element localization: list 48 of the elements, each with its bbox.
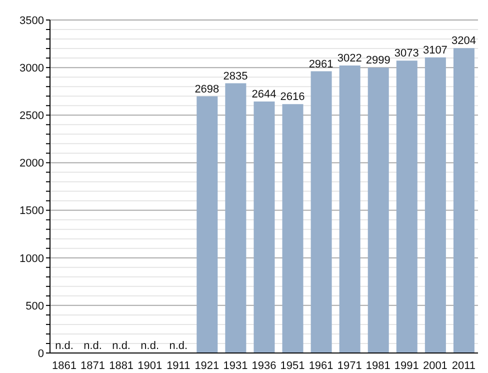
x-tick-label: 1871: [80, 360, 106, 372]
x-tick-label: 2001: [422, 360, 448, 372]
data-label: 3107: [422, 44, 448, 56]
y-tick-label: 500: [26, 300, 44, 312]
bar: [453, 48, 474, 353]
bar: [254, 101, 275, 353]
x-tick-label: 1861: [52, 360, 77, 372]
data-label: 3022: [337, 52, 362, 64]
x-tick-label: 1881: [109, 360, 134, 372]
y-tick-label: 3500: [20, 14, 44, 27]
x-tick-label: 1961: [308, 360, 334, 372]
text: n.d.: [140, 340, 160, 352]
text: n.d.: [84, 340, 102, 352]
data-label: 2616: [280, 91, 305, 104]
bar: [225, 83, 246, 353]
x-tick-label: 2011: [452, 360, 476, 372]
y-tick-label: 2000: [20, 158, 44, 170]
y-tick-label: 2500: [20, 110, 44, 122]
data-label: 3073: [394, 48, 419, 60]
data-label: 2698: [194, 83, 220, 96]
y-tick-label: 0: [38, 348, 44, 360]
x-tick-label: 1981: [366, 360, 390, 372]
x-tick-label: 1911: [166, 360, 190, 372]
bar: [424, 57, 446, 353]
text: n.d.: [169, 340, 188, 352]
x-tick-label: 1991: [394, 360, 419, 372]
data-label: 2961: [308, 58, 334, 70]
x-tick-label: 1936: [252, 360, 276, 372]
x-tick-label: 1901: [138, 360, 162, 372]
bar: [310, 71, 332, 353]
bar: [396, 60, 418, 353]
x-tick-label: 1971: [337, 360, 362, 372]
bar: [339, 65, 360, 353]
bar: [368, 68, 389, 353]
data-label: 2644: [252, 88, 276, 100]
y-tick-label: 1500: [20, 205, 44, 218]
data-label: 3204: [451, 35, 476, 48]
text: n.d.: [112, 340, 131, 352]
y-tick-label: 3000: [20, 62, 44, 74]
data-label: 2999: [366, 54, 390, 67]
bar: [282, 104, 304, 353]
x-tick-label: 1921: [194, 360, 220, 372]
x-tick-label: 1951: [280, 360, 305, 372]
y-tick-label: 1000: [20, 252, 44, 265]
x-tick-label: 1931: [223, 360, 248, 372]
data-label: 2835: [223, 70, 248, 82]
bar: [196, 96, 218, 353]
text: n.d.: [55, 340, 74, 352]
